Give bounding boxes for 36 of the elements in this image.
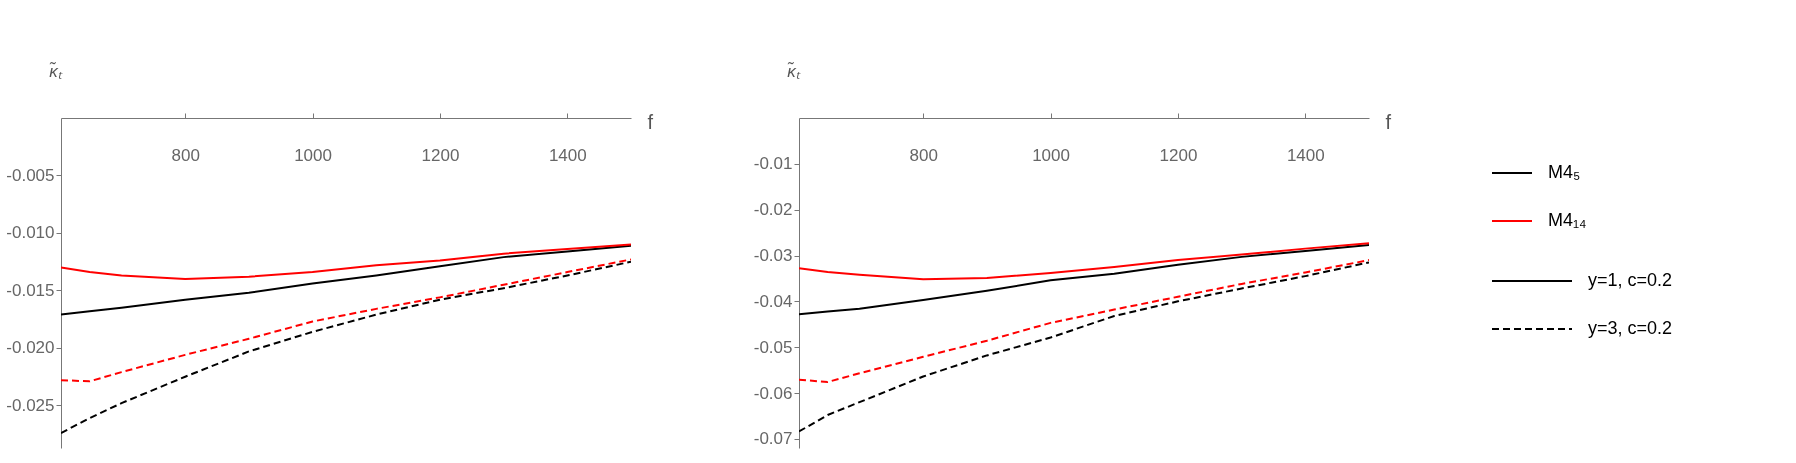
line-series <box>799 261 1369 433</box>
text: y=3, c=0.2 <box>1588 318 1673 338</box>
x-tick-label: 1200 <box>421 145 460 165</box>
line-series <box>61 243 631 280</box>
y-tick-label: -0.015 <box>6 280 55 300</box>
x-tick-label: 1000 <box>1032 145 1070 165</box>
line-series <box>799 259 1369 383</box>
line-series <box>61 260 631 435</box>
y-tick-label: -0.07 <box>753 429 793 449</box>
x-tick-label: 800 <box>909 145 938 165</box>
y-tick-label: -0.01 <box>753 154 793 174</box>
line-series <box>61 244 631 316</box>
x-tick-label: 800 <box>171 145 200 165</box>
y-tick-label: -0.010 <box>6 223 55 243</box>
legend-label: M4₁₄ <box>1548 210 1587 230</box>
y-tick-label: -0.06 <box>753 383 793 403</box>
x-tick-label: 1400 <box>548 145 587 165</box>
x-tick-label: 1000 <box>294 145 332 165</box>
y-tick-label: -0.03 <box>753 246 793 265</box>
y-axis-title: κ̃ₜ <box>786 60 801 81</box>
line-series <box>61 258 631 383</box>
x-axis-title: f <box>647 110 654 133</box>
line-series <box>799 243 1369 316</box>
y-tick-label: -0.020 <box>6 338 55 358</box>
x-tick-label: 1200 <box>1159 145 1198 165</box>
text: y=1, c=0.2 <box>1588 270 1673 290</box>
y-tick-label: -0.005 <box>6 165 55 185</box>
y-tick-label: -0.04 <box>753 291 793 311</box>
y-tick-label: -0.02 <box>753 200 793 220</box>
legend-label: M4₅ <box>1548 162 1581 182</box>
y-axis-title: κ̃ₜ <box>48 60 63 81</box>
x-axis-title: f <box>1385 110 1392 133</box>
line-series <box>799 242 1369 281</box>
x-tick-label: 1400 <box>1286 145 1325 165</box>
y-tick-label: -0.025 <box>6 395 55 415</box>
y-tick-label: -0.05 <box>753 337 793 357</box>
